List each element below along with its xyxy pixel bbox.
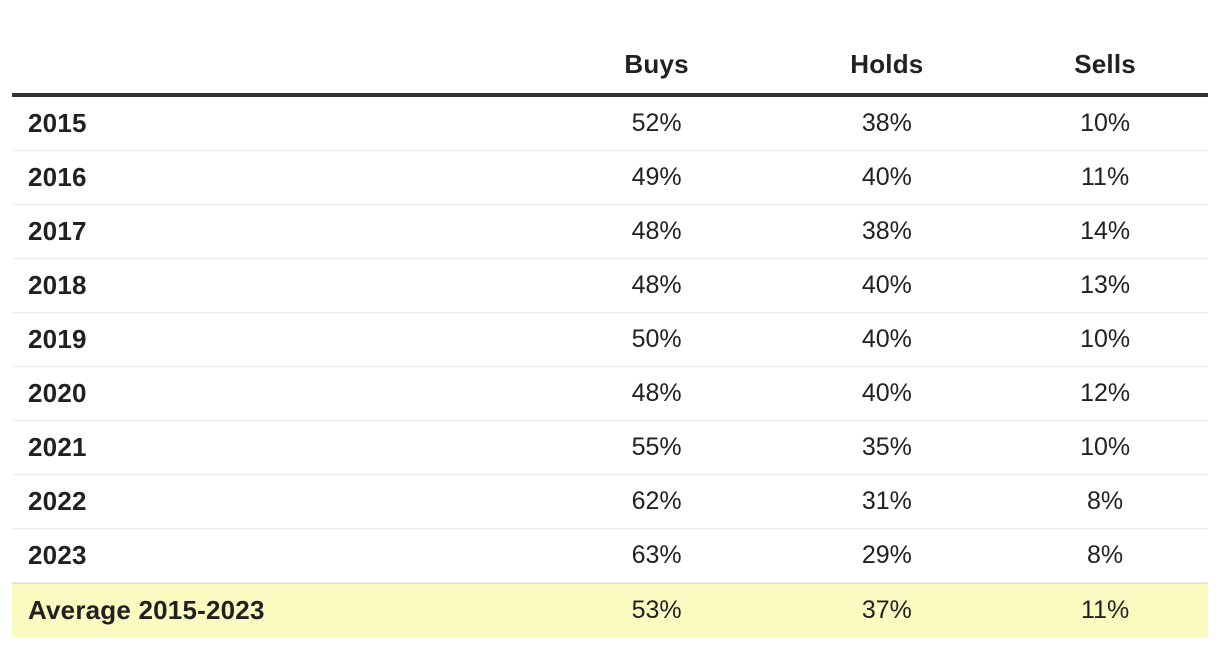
header-holds: Holds (850, 48, 924, 79)
holds-value: 31% (861, 487, 912, 515)
holds-value: 40% (861, 271, 912, 299)
table-header-row: Buys Holds Sells (12, 35, 1208, 97)
buys-value: 49% (631, 163, 682, 191)
year-label: 2021 (28, 432, 87, 462)
buys-value: 52% (631, 109, 682, 137)
header-sells: Sells (1074, 48, 1136, 79)
holds-value: 38% (861, 217, 912, 245)
year-label: 2016 (28, 162, 87, 192)
holds-value: 37% (861, 596, 912, 624)
table-row-2020: 2020 48% 40% 12% (12, 367, 1208, 421)
sells-value: 10% (1080, 325, 1131, 353)
table-row-average: Average 2015-2023 53% 37% 11% (12, 583, 1208, 637)
table-row-2016: 2016 49% 40% 11% (12, 151, 1208, 205)
sells-value: 12% (1080, 379, 1131, 407)
table-row-2018: 2018 48% 40% 13% (12, 259, 1208, 313)
table-row-2023: 2023 63% 29% 8% (12, 529, 1208, 583)
buys-value: 53% (631, 596, 682, 624)
sells-value: 13% (1080, 271, 1131, 299)
buys-value: 63% (631, 541, 682, 569)
table-row-2017: 2017 48% 38% 14% (12, 205, 1208, 259)
year-label: 2022 (28, 486, 87, 516)
year-label: 2018 (28, 270, 87, 300)
header-buys: Buys (624, 48, 689, 79)
year-label: 2017 (28, 216, 87, 246)
holds-value: 40% (861, 163, 912, 191)
sells-value: 11% (1081, 163, 1130, 191)
buys-value: 48% (631, 217, 682, 245)
sells-value: 10% (1080, 433, 1131, 461)
table-row-2021: 2021 55% 35% 10% (12, 421, 1208, 475)
average-label: Average 2015-2023 (28, 595, 265, 625)
holds-value: 29% (861, 541, 912, 569)
buys-value: 48% (631, 271, 682, 299)
year-label: 2020 (28, 378, 87, 408)
year-label: 2019 (28, 324, 87, 354)
sells-value: 8% (1087, 487, 1124, 515)
buys-value: 55% (631, 433, 682, 461)
buys-value: 50% (631, 325, 682, 353)
sells-value: 8% (1087, 541, 1124, 569)
buys-value: 62% (631, 487, 682, 515)
holds-value: 38% (861, 109, 912, 137)
sells-value: 14% (1080, 217, 1131, 245)
holds-value: 40% (861, 325, 912, 353)
sells-value: 10% (1080, 109, 1131, 137)
holds-value: 40% (861, 379, 912, 407)
holds-value: 35% (861, 433, 912, 461)
table-row-2019: 2019 50% 40% 10% (12, 313, 1208, 367)
table-row-2015: 2015 52% 38% 10% (12, 97, 1208, 151)
year-label: 2015 (28, 108, 87, 138)
buys-value: 48% (631, 379, 682, 407)
year-label: 2023 (28, 540, 87, 570)
sells-value: 11% (1081, 596, 1130, 624)
table-row-2022: 2022 62% 31% 8% (12, 475, 1208, 529)
